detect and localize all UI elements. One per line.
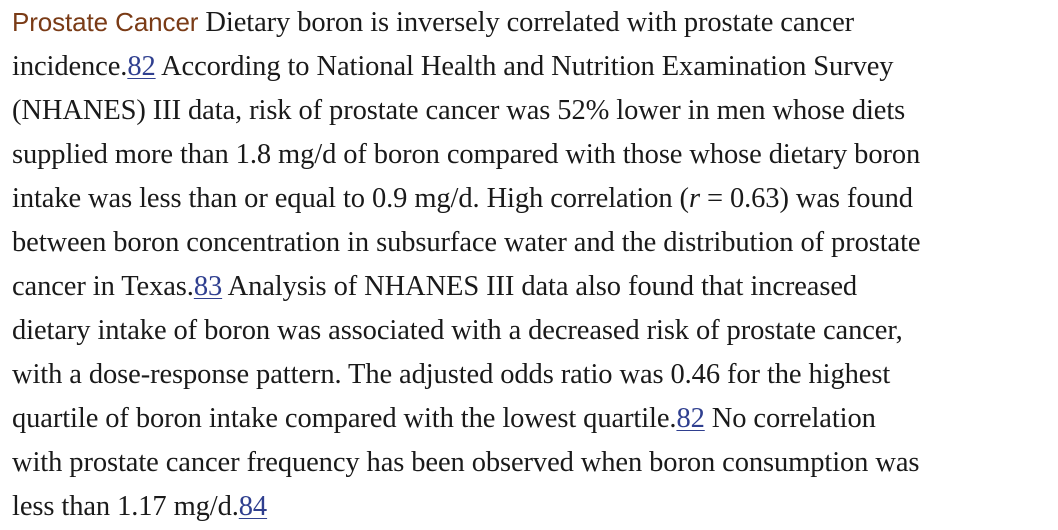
paragraph-line: (NHANES) III data, risk of prostate canc…: [12, 95, 906, 126]
reference-link-82[interactable]: 82: [676, 403, 705, 434]
paragraph-text: = 0.63) was found: [699, 183, 913, 214]
paragraph-text: cancer in Texas.: [12, 271, 194, 302]
paragraph-text: incidence.: [12, 51, 128, 82]
paragraph-line: between boron concentration in subsurfac…: [12, 227, 921, 258]
paragraph-line: incidence.82 According to National Healt…: [12, 45, 1052, 89]
correlation-symbol: r: [688, 183, 700, 214]
paragraph-line: cancer in Texas.83 Analysis of NHANES II…: [12, 265, 1052, 309]
paragraph-text: Analysis of NHANES III data also found t…: [222, 271, 858, 302]
paragraph-line: Prostate Cancer Dietary boron is inverse…: [12, 0, 1052, 45]
paragraph-text: According to National Health and Nutriti…: [155, 51, 894, 82]
paragraph-line: dietary intake of boron was associated w…: [12, 315, 903, 346]
paragraph-line: with a dose-response pattern. The adjust…: [12, 359, 891, 390]
paragraph-line: intake was less than or equal to 0.9 mg/…: [12, 177, 1052, 221]
reference-link-82[interactable]: 82: [127, 51, 156, 82]
paragraph-line: quartile of boron intake compared with t…: [12, 397, 1052, 441]
section-heading: Prostate Cancer: [12, 7, 199, 37]
paragraph-text: quartile of boron intake compared with t…: [12, 403, 677, 434]
article-paragraph: Prostate Cancer Dietary boron is inverse…: [12, 0, 1052, 529]
paragraph-line: less than 1.17 mg/d.84: [12, 485, 1052, 529]
paragraph-line: with prostate cancer frequency has been …: [12, 447, 920, 478]
paragraph-text: intake was less than or equal to 0.9 mg/…: [12, 183, 689, 214]
reference-link-84[interactable]: 84: [238, 491, 268, 522]
paragraph-text: No correlation: [704, 403, 876, 434]
paragraph-text: Dietary boron is inversely correlated wi…: [205, 7, 855, 38]
paragraph-text: less than 1.17 mg/d.: [12, 491, 239, 522]
reference-link-83[interactable]: 83: [193, 271, 223, 302]
paragraph-line: supplied more than 1.8 mg/d of boron com…: [12, 139, 921, 170]
